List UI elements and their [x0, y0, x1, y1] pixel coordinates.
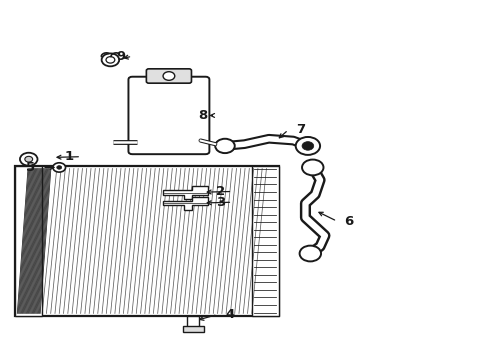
Circle shape [102, 53, 119, 66]
Polygon shape [163, 197, 207, 210]
Circle shape [302, 141, 313, 150]
Text: 6: 6 [344, 215, 353, 228]
Bar [251, 166, 278, 316]
Bar [15, 166, 278, 316]
Bar [182, 326, 203, 332]
FancyBboxPatch shape [146, 69, 191, 83]
Text: 3: 3 [215, 196, 224, 209]
Text: 8: 8 [198, 109, 207, 122]
Bar [187, 316, 199, 327]
Circle shape [299, 246, 321, 261]
Text: 5: 5 [26, 161, 35, 174]
Text: 1: 1 [64, 150, 74, 163]
Circle shape [57, 166, 61, 169]
Text: 9: 9 [116, 50, 125, 63]
Circle shape [53, 163, 65, 172]
Text: 7: 7 [295, 123, 304, 136]
Circle shape [302, 159, 323, 175]
Circle shape [215, 139, 234, 153]
Circle shape [25, 156, 33, 162]
Text: 2: 2 [215, 185, 224, 198]
Circle shape [163, 72, 174, 80]
Circle shape [106, 57, 115, 63]
Bar [15, 166, 42, 316]
FancyBboxPatch shape [128, 77, 209, 154]
Circle shape [20, 153, 38, 166]
Text: 4: 4 [224, 308, 234, 321]
Circle shape [295, 137, 320, 155]
Polygon shape [163, 186, 207, 199]
